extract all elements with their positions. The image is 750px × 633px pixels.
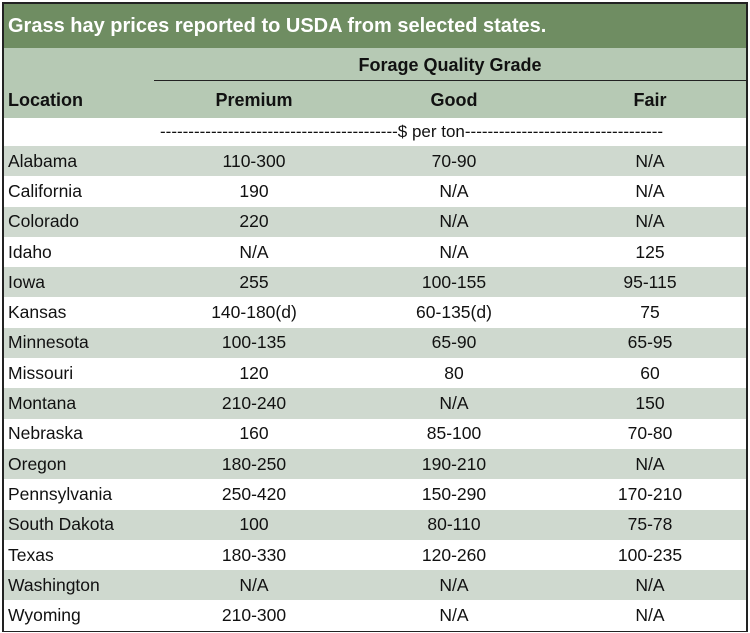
table-header: Forage Quality Grade Location Premium Go… [4, 48, 746, 118]
forage-quality-grade-header: Forage Quality Grade [154, 48, 746, 81]
cell-fair: 70-80 [627, 423, 673, 444]
cell-premium: 210-300 [221, 605, 287, 626]
cell-location: Montana [8, 393, 77, 414]
table-row: Idaho N/A N/A 125 [4, 236, 746, 268]
cell-premium: N/A [239, 574, 269, 595]
cell-good: N/A [439, 393, 469, 414]
cell-premium: 180-330 [221, 544, 287, 565]
cell-fair: 60 [640, 362, 660, 383]
cell-good: 60-135(d) [416, 302, 492, 323]
cell-good: 100-155 [421, 271, 487, 292]
cell-good: 120-260 [421, 544, 487, 565]
table-row: Iowa 255 100-155 95-115 [4, 267, 746, 298]
cell-location: Missouri [8, 362, 74, 383]
cell-location: Washington [8, 574, 100, 595]
cell-premium: 220 [239, 211, 269, 232]
cell-fair: 75-78 [627, 514, 673, 535]
cell-good: 70-90 [431, 150, 477, 171]
table-title: Grass hay prices reported to USDA from s… [4, 4, 746, 48]
table-row: Wyoming 210-300 N/A N/A [4, 600, 746, 631]
cell-fair: 150 [635, 393, 665, 414]
units-label: ----------------------------------------… [160, 122, 664, 141]
cell-location: Oregon [8, 453, 67, 474]
cell-premium: N/A [239, 241, 269, 262]
cell-fair: N/A [635, 605, 665, 626]
cell-premium: 180-250 [221, 453, 287, 474]
table-row: Nebraska 160 85-100 70-80 [4, 418, 746, 449]
cell-premium: 100 [239, 514, 269, 535]
cell-good: 80-110 [427, 514, 481, 535]
column-header-premium: Premium [215, 89, 293, 110]
cell-location: Pennsylvania [8, 483, 113, 504]
cell-good: 190-210 [421, 453, 487, 474]
table-row: Texas 180-330 120-260 100-235 [4, 539, 746, 571]
cell-fair: 100-235 [617, 544, 683, 565]
cell-premium: 210-240 [221, 393, 287, 414]
cell-fair: N/A [635, 180, 665, 201]
table-row: Washington N/A N/A N/A [4, 570, 746, 601]
cell-location: Colorado [8, 211, 80, 232]
cell-good: 85-100 [426, 423, 482, 444]
cell-good: N/A [439, 241, 469, 262]
cell-good: N/A [439, 180, 469, 201]
cell-location: Minnesota [8, 332, 89, 353]
cell-location: Nebraska [8, 423, 83, 444]
cell-premium: 190 [239, 180, 269, 201]
cell-good: N/A [439, 605, 469, 626]
cell-good: N/A [439, 574, 469, 595]
cell-good: N/A [439, 211, 469, 232]
cell-premium: 255 [239, 271, 269, 292]
cell-premium: 140-180(d) [211, 302, 297, 323]
cell-fair: 125 [635, 241, 665, 262]
cell-fair: N/A [635, 211, 665, 232]
cell-fair: N/A [635, 150, 665, 171]
cell-location: Idaho [8, 241, 52, 262]
table-row: California 190 N/A N/A [4, 176, 746, 207]
cell-fair: 95-115 [623, 271, 677, 292]
cell-good: 80 [444, 362, 464, 383]
cell-location: Iowa [8, 271, 45, 292]
column-header-location: Location [8, 89, 83, 110]
cell-premium: 160 [239, 423, 269, 444]
cell-premium: 120 [239, 362, 269, 383]
cell-location: Texas [8, 544, 54, 565]
cell-location: Kansas [8, 302, 67, 323]
units-row: ----------------------------------------… [4, 118, 746, 146]
table-row: Oregon 180-250 190-210 N/A [4, 448, 746, 480]
column-header-row: Location Premium Good Fair [4, 82, 746, 118]
cell-premium: 110-300 [222, 150, 286, 171]
cell-location: California [8, 180, 82, 201]
cell-location: South Dakota [8, 514, 115, 535]
table-row: Kansas 140-180(d) 60-135(d) 75 [4, 297, 746, 328]
cell-premium: 250-420 [221, 483, 287, 504]
table-row: Alabama 110-300 70-90 N/A [4, 146, 746, 177]
cell-location: Alabama [8, 150, 78, 171]
cell-good: 150-290 [421, 483, 487, 504]
cell-fair: N/A [635, 574, 665, 595]
table-row: Montana 210-240 N/A 150 [4, 388, 746, 419]
cell-fair: 75 [640, 302, 660, 323]
cell-fair: 65-95 [627, 332, 673, 353]
table-body: Alabama 110-300 70-90 N/A California 190 N/A N/… [4, 146, 746, 631]
cell-good: 65-90 [431, 332, 477, 353]
cell-location: Wyoming [8, 605, 81, 626]
column-header-fair: Fair [633, 89, 667, 110]
cell-fair: 170-210 [617, 483, 683, 504]
table-row: Colorado 220 N/A N/A [4, 206, 746, 237]
table-row: Minnesota 100-135 65-90 65-95 [4, 327, 746, 359]
table-row: Missouri 120 80 60 [4, 358, 746, 389]
cell-fair: N/A [635, 453, 665, 474]
column-header-good: Good [430, 89, 478, 110]
table-row: Pennsylvania 250-420 150-290 170-210 [4, 479, 746, 510]
cell-premium: 100-135 [221, 332, 287, 353]
table-row: South Dakota 100 80-110 75-78 [4, 509, 746, 540]
